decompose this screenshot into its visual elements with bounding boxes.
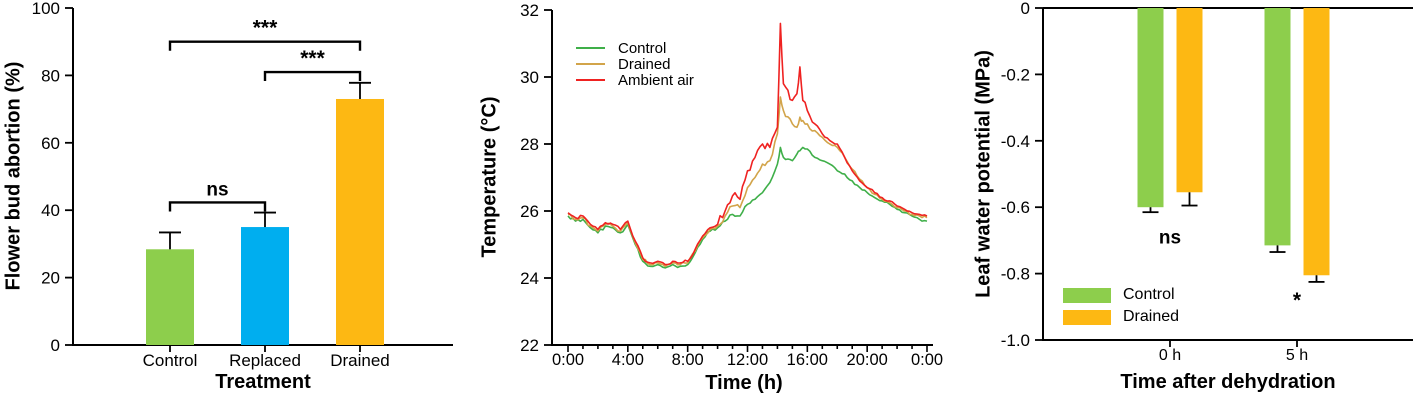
sig-label: ns — [206, 179, 228, 200]
temperature-legend: Control Drained Ambient air — [576, 39, 694, 89]
legend-item-drained: Drained — [576, 55, 694, 73]
sig-label: ns — [1159, 228, 1181, 249]
bar-drained — [336, 98, 384, 346]
legend-item-ambient-air: Ambient air — [576, 71, 694, 89]
y-tick-label: 20 — [41, 269, 60, 288]
y-tick-label: 0 — [51, 336, 60, 355]
legend-line-control — [576, 46, 605, 50]
legend-label-control: Control — [1123, 286, 1175, 303]
sig-bracket — [263, 70, 362, 82]
legend-item-control: Control — [1063, 284, 1179, 306]
y-tick-label: 0 — [1021, 0, 1030, 18]
y-tick-label: 26 — [520, 202, 539, 221]
line-ambient-air — [567, 22, 928, 266]
y-axis-title-water-potential: Leaf water potential (MPa) — [972, 50, 995, 298]
y-axis-title-bud-abortion: Flower bud abortion (%) — [2, 61, 25, 291]
legend-item-drained: Drained — [1063, 306, 1179, 328]
x-tick-label: 0:00 — [552, 351, 584, 369]
legend-line-ambient-air — [576, 78, 605, 82]
y-tick-label: 24 — [520, 269, 539, 288]
x-tick-label: Drained — [330, 351, 390, 370]
legend-label-drained: Drained — [618, 55, 671, 73]
y-tick-label: 30 — [520, 68, 539, 87]
sig-label: *** — [300, 47, 325, 70]
legend-label-drained: Drained — [1123, 308, 1180, 325]
x-axis-title-treatment: Treatment — [215, 371, 311, 393]
y-tick-label: 28 — [520, 135, 539, 154]
x-axis-title-time: Time (h) — [705, 372, 783, 394]
legend-swatch-drained — [1063, 309, 1111, 325]
y-tick-label: 32 — [520, 1, 539, 20]
panel-flower-bud-abortion: 0 20 40 60 80 100 Control Replaced Drained *** ***… — [32, 0, 453, 370]
y-tick-label: 60 — [41, 134, 60, 153]
legend-item-control: Control — [576, 39, 694, 57]
legend-swatch-control — [1063, 287, 1111, 303]
y-tick-label: 40 — [41, 201, 60, 220]
x-tick-label: 4:00 — [612, 351, 644, 369]
bar-replaced — [241, 227, 289, 345]
y-tick-label: -0.6 — [1001, 198, 1030, 217]
sig-label: *** — [253, 17, 278, 40]
sig-bracket — [168, 40, 362, 51]
bar-drained-5h — [1303, 8, 1330, 276]
panel-temperature: 22 24 26 28 30 32 0:00 4:00 8:00 12:00 16:00 20:00 0… — [520, 1, 943, 369]
y-tick-label: -0.4 — [1001, 132, 1030, 151]
bar-control — [146, 249, 194, 345]
y-tick-label: 100 — [32, 0, 60, 18]
panel-leaf-water-potential: 0 -0.2 -0.4 -0.6 -0.8 -1.0 0 h 5 h ns * — [1001, 0, 1413, 364]
line-drained — [567, 96, 928, 268]
legend-line-drained — [576, 62, 605, 66]
y-tick-label: 80 — [41, 66, 60, 85]
x-tick-label: 12:00 — [727, 351, 768, 369]
x-tick-label: 5 h — [1286, 347, 1308, 364]
x-axis-title-dehydration: Time after dehydration — [1120, 371, 1336, 393]
x-tick-label: Control — [143, 351, 198, 370]
bar-control-5h — [1264, 8, 1291, 246]
x-tick-label: 8:00 — [672, 351, 704, 369]
sig-bracket — [168, 201, 267, 212]
sig-label: * — [1293, 289, 1302, 312]
y-tick-label: -1.0 — [1001, 331, 1030, 350]
y-tick-label: -0.2 — [1001, 65, 1030, 84]
line-control — [567, 146, 928, 269]
water-potential-legend: Control Drained — [1063, 284, 1179, 328]
y-axis-title-temperature: Temperature (°C) — [478, 96, 501, 258]
x-tick-label: Replaced — [229, 351, 301, 370]
y-tick-label: -0.8 — [1001, 265, 1030, 284]
x-tick-label: 20:00 — [847, 351, 888, 369]
bar-drained-0h — [1176, 8, 1203, 193]
x-tick-label: 16:00 — [787, 351, 828, 369]
y-tick-label: 22 — [520, 336, 539, 355]
legend-label-control: Control — [618, 39, 667, 57]
legend-label-ambient-air: Ambient air — [618, 71, 694, 89]
x-tick-label: 0 h — [1159, 347, 1181, 364]
x-tick-label: 0:00 — [911, 351, 943, 369]
bar-control-0h — [1137, 8, 1164, 208]
